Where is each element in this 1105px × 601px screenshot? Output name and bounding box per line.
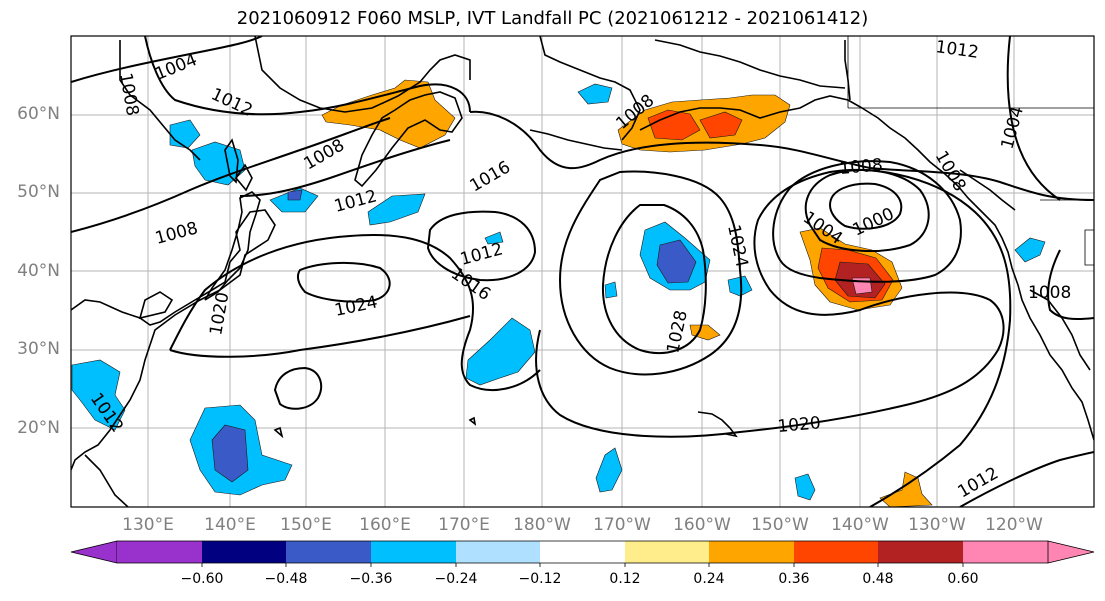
colorbar-tick-label: −0.24	[434, 571, 478, 587]
lon-label: 180°W	[513, 515, 571, 535]
lon-label: 150°W	[751, 515, 809, 535]
lat-label: 40°N	[17, 261, 60, 281]
colorbar-tick-label: −0.12	[518, 571, 562, 587]
isobar-label: 1008	[1028, 283, 1071, 303]
lon-label: 170°W	[593, 515, 651, 535]
ivt-anomaly-shading	[71, 79, 1046, 507]
map-title: 2021060912 F060 MSLP, IVT Landfall PC (2…	[236, 8, 869, 29]
lat-label: 30°N	[17, 339, 60, 359]
colorbar-tick-label: 0.36	[778, 571, 810, 587]
isobar-label: 1020	[777, 413, 822, 437]
lon-label: 130°W	[908, 515, 966, 535]
isobar-label: 1008	[839, 155, 884, 179]
colorbar-tick-label: 0.60	[947, 571, 979, 587]
colorbar-tick-label: −0.36	[349, 571, 393, 587]
colorbar-tick-label: −0.48	[264, 571, 308, 587]
colorbar	[70, 540, 1095, 567]
borders	[847, 36, 1094, 266]
lon-label: 170°E	[438, 515, 490, 535]
lon-label: 140°E	[204, 515, 256, 535]
colorbar-tick-label: 0.12	[609, 571, 641, 587]
lon-label: 160°E	[359, 515, 411, 535]
lon-label: 150°E	[280, 515, 332, 535]
lat-label: 60°N	[17, 104, 60, 124]
lon-label: 140°W	[831, 515, 889, 535]
lat-label: 20°N	[17, 418, 60, 438]
colorbar-tick-label: −0.60	[180, 571, 224, 587]
colorbar-tick-label: 0.24	[693, 571, 725, 587]
map-frame	[70, 35, 1095, 508]
isobars	[71, 36, 1094, 507]
lat-label: 50°N	[17, 182, 60, 202]
lon-label: 120°W	[985, 515, 1043, 535]
coastlines	[71, 36, 1094, 507]
lon-label: 130°E	[122, 515, 174, 535]
lon-label: 160°W	[673, 515, 731, 535]
colorbar-tick-label: 0.48	[862, 571, 894, 587]
